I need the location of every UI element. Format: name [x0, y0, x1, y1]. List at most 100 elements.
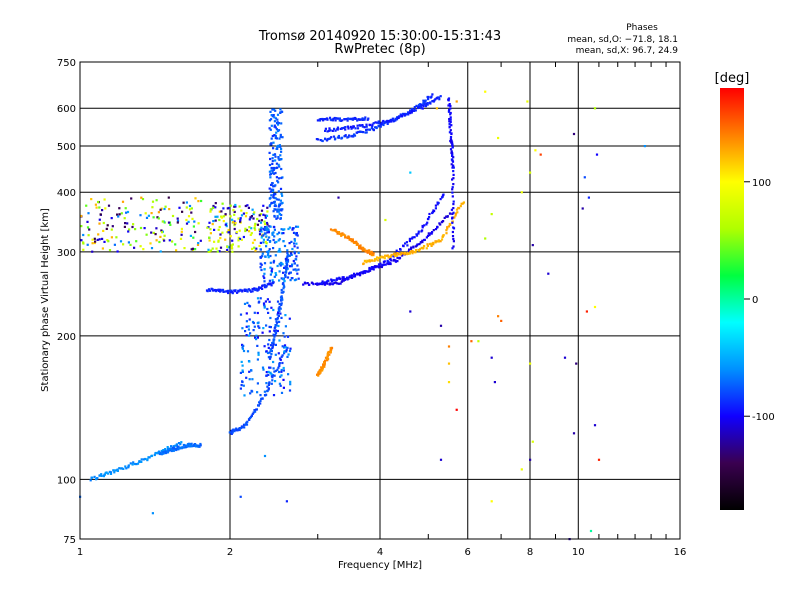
data-point	[180, 446, 184, 449]
data-point	[266, 210, 269, 213]
data-point	[276, 368, 279, 371]
data-point	[191, 217, 194, 220]
data-point	[245, 325, 248, 328]
chart-title: Tromsø 20140920 15:30:00-15:31:43	[258, 29, 501, 44]
data-point	[349, 125, 352, 128]
data-point	[407, 113, 410, 116]
data-point	[288, 349, 292, 353]
data-point	[360, 247, 363, 250]
data-point	[443, 216, 446, 219]
data-point	[426, 103, 429, 106]
data-point	[449, 118, 452, 121]
data-point	[358, 245, 361, 248]
data-point	[234, 205, 237, 208]
data-point	[286, 258, 290, 261]
data-point	[426, 217, 430, 220]
data-point	[257, 321, 260, 324]
data-point	[266, 390, 269, 393]
data-point	[369, 251, 372, 254]
data-point	[270, 373, 273, 376]
data-point	[451, 188, 454, 191]
data-point	[377, 122, 380, 125]
data-point	[288, 389, 292, 392]
data-point	[352, 135, 355, 138]
y-tick-label: 600	[57, 104, 76, 115]
data-point	[207, 248, 210, 251]
data-point	[331, 279, 334, 282]
data-point	[244, 204, 247, 208]
data-point	[359, 246, 362, 249]
data-point	[126, 210, 130, 214]
data-point	[280, 288, 283, 292]
data-point	[312, 283, 315, 286]
data-point	[286, 335, 290, 338]
data-point	[261, 254, 264, 257]
colorbar-tick-label: 0	[752, 295, 758, 306]
data-point	[269, 254, 272, 258]
data-point	[176, 219, 180, 222]
data-point	[273, 228, 276, 231]
data-point	[268, 163, 272, 167]
data-point	[406, 251, 409, 255]
data-point	[263, 276, 266, 280]
data-point	[428, 212, 431, 216]
data-point	[362, 262, 365, 265]
data-point	[356, 272, 359, 275]
data-point	[174, 447, 178, 450]
data-point	[274, 353, 277, 356]
data-point	[249, 416, 253, 419]
data-point	[162, 449, 165, 452]
data-point	[295, 255, 298, 258]
data-point	[208, 239, 211, 242]
data-point	[371, 259, 374, 262]
data-point	[231, 250, 234, 253]
data-point	[80, 214, 83, 218]
data-point	[274, 117, 277, 120]
data-point	[418, 249, 421, 252]
data-point	[321, 366, 324, 369]
data-point	[276, 210, 279, 213]
data-point	[276, 216, 279, 219]
data-point	[270, 269, 273, 272]
data-point	[269, 128, 272, 131]
data-point	[269, 157, 272, 161]
data-point	[328, 137, 332, 140]
data-point	[437, 240, 440, 243]
data-point	[593, 107, 597, 110]
data-point	[211, 247, 214, 250]
data-point	[426, 234, 430, 237]
data-point	[277, 157, 280, 160]
data-point	[389, 118, 393, 121]
data-point	[547, 272, 550, 275]
data-point	[279, 145, 282, 148]
data-point	[256, 391, 259, 394]
data-point	[342, 233, 345, 236]
data-point	[410, 108, 413, 111]
data-point	[344, 234, 347, 237]
data-point	[140, 460, 143, 463]
data-point	[240, 238, 243, 241]
data-point	[260, 397, 263, 400]
data-point	[331, 283, 334, 286]
data-point	[283, 352, 286, 355]
data-point	[437, 96, 441, 99]
data-point	[262, 227, 265, 231]
data-point	[343, 118, 346, 121]
data-point	[367, 117, 370, 120]
data-point	[447, 345, 451, 348]
data-point	[275, 273, 278, 277]
data-point	[279, 135, 282, 138]
data-point	[268, 366, 271, 369]
data-point	[339, 119, 342, 122]
data-point	[277, 177, 281, 180]
data-point	[386, 122, 389, 125]
data-point	[273, 374, 276, 377]
data-point	[166, 447, 170, 450]
data-point	[267, 356, 270, 359]
data-point	[333, 279, 336, 282]
data-point	[273, 235, 276, 238]
data-point	[256, 336, 259, 339]
data-point	[269, 366, 272, 369]
data-point	[119, 240, 123, 243]
data-point	[214, 219, 217, 222]
